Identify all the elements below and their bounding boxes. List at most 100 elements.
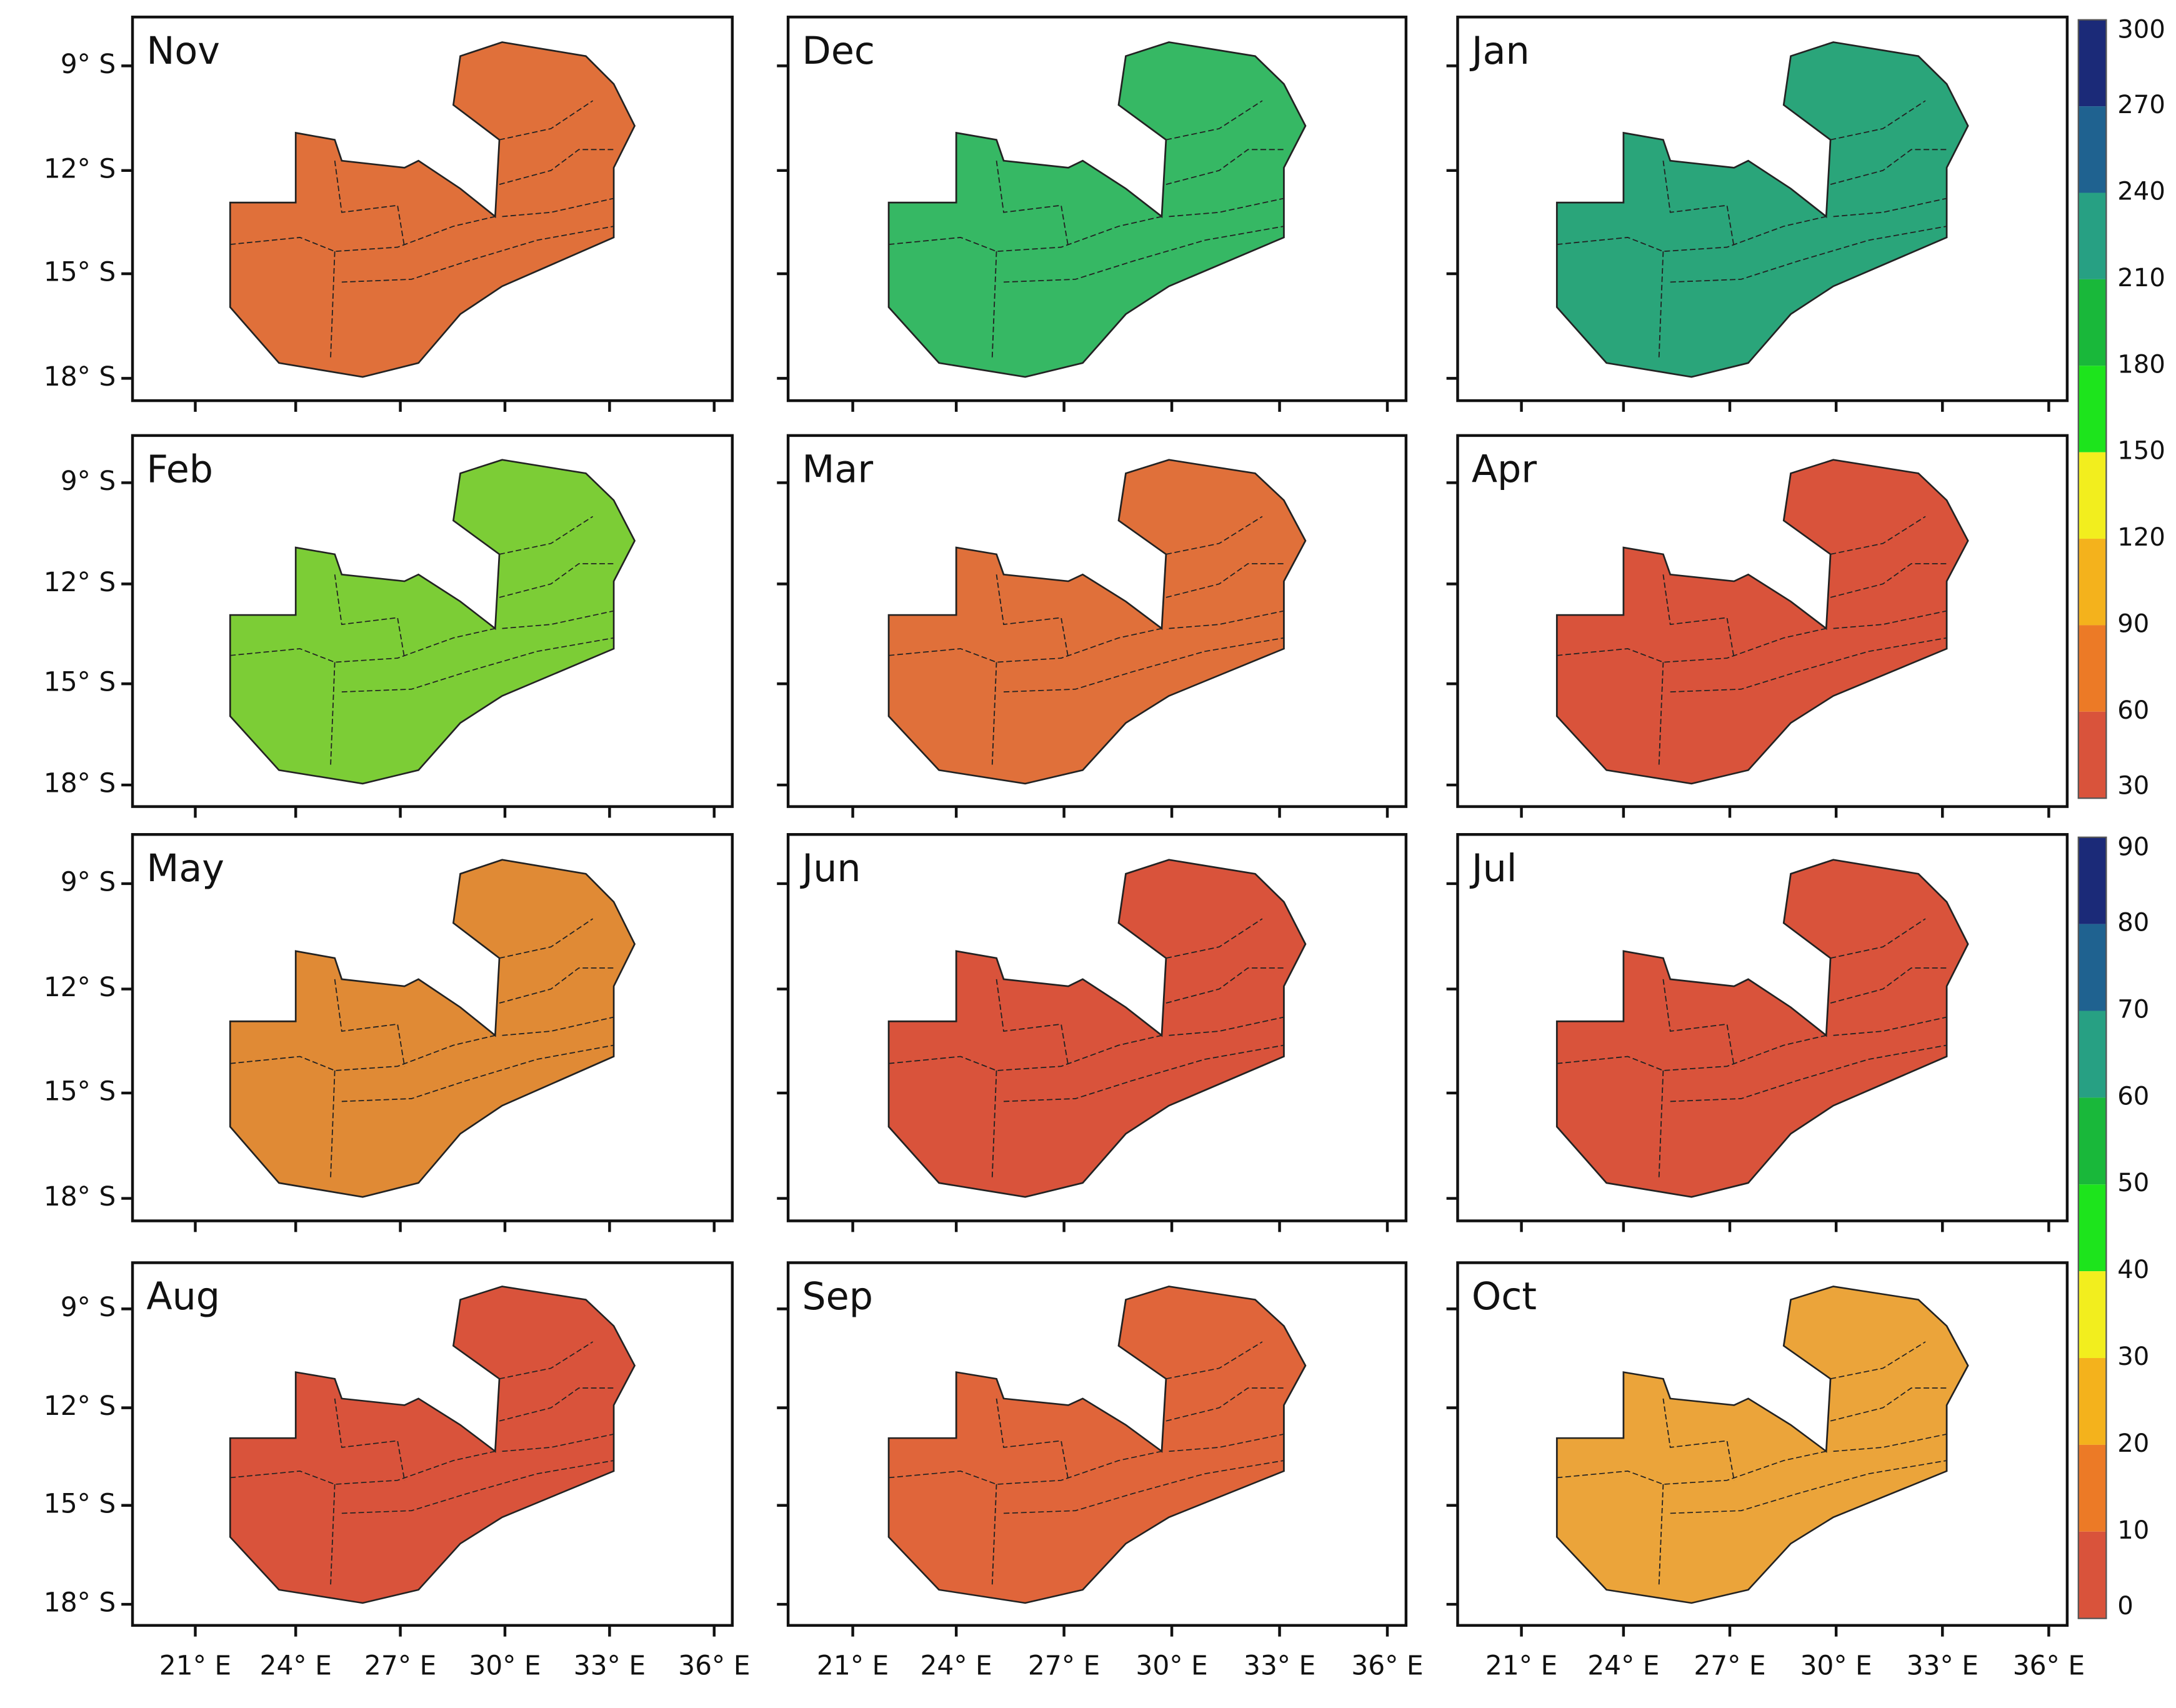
y-tick-label: 18° S	[44, 768, 116, 799]
colorbar-swatch	[2078, 1358, 2107, 1445]
colorbar-label: 50	[2117, 1169, 2149, 1197]
x-tick-label: 24° E	[259, 1650, 331, 1681]
country-shape	[887, 41, 1307, 378]
colorbar-label: 120	[2117, 523, 2165, 552]
panel-label: Sep	[802, 1275, 873, 1319]
y-tick-label: 9° S	[61, 466, 116, 496]
y-tick-label: 18° S	[44, 1587, 116, 1618]
zambia-map	[229, 1286, 636, 1604]
colorbar-label: 60	[2117, 696, 2149, 725]
zambia-map	[1555, 459, 1969, 785]
panel-label: May	[146, 847, 224, 891]
panel-label: Jul	[1469, 847, 1517, 891]
map-panel: Feb 9° S 12° S 15° S 18° S	[44, 434, 734, 818]
zambia-map	[887, 459, 1307, 785]
colorbar-label: 240	[2117, 177, 2165, 206]
x-tick-label: 36° E	[2013, 1650, 2085, 1681]
colorbar: 90 80 70 60 50 40 30 20 10 0	[2077, 833, 2149, 1621]
colorbar-label: 90	[2117, 609, 2149, 638]
map-panel: May 9° S 12° S 15° S 18° S	[44, 833, 734, 1232]
country-shape	[229, 41, 636, 378]
colorbar-label: 40	[2117, 1256, 2149, 1284]
colorbar-label: 150	[2117, 437, 2165, 466]
x-tick-label: 36° E	[1351, 1650, 1423, 1681]
country-shape	[887, 1286, 1307, 1604]
zambia-map	[887, 41, 1307, 378]
colorbar-swatch	[2078, 1097, 2107, 1185]
panel-frame	[1456, 434, 2069, 808]
country-shape	[1555, 1286, 1969, 1604]
colorbar-swatch	[2078, 279, 2107, 366]
panel-frame	[786, 833, 1408, 1222]
y-tick-label: 12° S	[44, 1391, 116, 1421]
panel-label: Mar	[802, 448, 873, 492]
country-shape	[887, 859, 1307, 1198]
panel-frame	[786, 1261, 1408, 1627]
x-tick-label: 24° E	[920, 1650, 992, 1681]
country-shape	[229, 459, 636, 785]
colorbar-label: 70	[2117, 995, 2149, 1024]
country-shape	[229, 859, 636, 1198]
y-tick-label: 12° S	[44, 153, 116, 184]
map-panel: Sep 21° E 24° E 27° E 30° E 33° E 36° E	[777, 1261, 1424, 1681]
colorbar-label: 180	[2117, 350, 2165, 379]
country-shape	[229, 1286, 636, 1604]
colorbar-label: 90	[2117, 833, 2149, 862]
panel-label: Nov	[146, 29, 220, 73]
colorbar-swatch	[2078, 625, 2107, 712]
colorbar-label: 270	[2117, 91, 2165, 119]
panel-label: Jan	[1469, 29, 1530, 73]
x-tick-label: 24° E	[1587, 1650, 1659, 1681]
y-tick-label: 15° S	[44, 1488, 116, 1519]
colorbar-swatch	[2078, 1531, 2107, 1619]
map-panel: Nov 9° S 12° S 15° S 18° S	[44, 16, 734, 412]
x-tick-label: 27° E	[1694, 1650, 1765, 1681]
zambia-map	[229, 459, 636, 785]
colorbar-label: 300	[2117, 16, 2165, 44]
colorbar-label: 20	[2117, 1429, 2149, 1458]
colorbar-swatch	[2078, 924, 2107, 1011]
colorbar-label: 30	[2117, 1342, 2149, 1371]
y-tick-label: 12° S	[44, 972, 116, 1002]
panel-frame	[786, 16, 1408, 402]
x-tick-label: 21° E	[817, 1650, 889, 1681]
panel-label: Feb	[146, 448, 213, 492]
y-tick-label: 9° S	[61, 49, 116, 79]
panel-frame	[131, 16, 734, 402]
country-shape	[1555, 459, 1969, 785]
zambia-map	[1555, 859, 1969, 1198]
y-tick-label: 18° S	[44, 1181, 116, 1212]
panel-label: Apr	[1472, 448, 1537, 492]
colorbar-label: 0	[2117, 1592, 2134, 1621]
panel-label: Dec	[802, 29, 875, 73]
x-tick-label: 21° E	[159, 1650, 231, 1681]
colorbar-frame	[2077, 836, 2107, 1619]
colorbar-swatch	[2078, 837, 2107, 924]
zambia-map	[1555, 1286, 1969, 1604]
panel-label: Jun	[799, 847, 861, 891]
panel-frame	[131, 1261, 734, 1627]
panel-frame	[1456, 16, 2069, 402]
x-tick-label: 33° E	[1244, 1650, 1315, 1681]
colorbar-label: 30	[2117, 771, 2149, 800]
colorbar-swatch	[2078, 366, 2107, 452]
y-tick-label: 15° S	[44, 667, 116, 697]
country-shape	[1555, 859, 1969, 1198]
map-panel: Mar	[777, 434, 1408, 818]
panel-label: Oct	[1472, 1275, 1537, 1319]
country-shape	[1555, 41, 1969, 378]
country-shape	[887, 459, 1307, 785]
colorbar-label: 210	[2117, 264, 2165, 292]
zambia-map	[887, 859, 1307, 1198]
zambia-map	[887, 1286, 1307, 1604]
map-panel: Jul	[1446, 833, 2069, 1232]
panel-label: Aug	[146, 1275, 220, 1319]
map-panel: Oct 21° E 24° E 27° E 30° E 33° E 36° E	[1446, 1261, 2085, 1681]
panel-frame	[131, 833, 734, 1222]
colorbar-swatch	[2078, 19, 2107, 107]
colorbar-label: 60	[2117, 1082, 2149, 1111]
panel-frame	[131, 434, 734, 808]
x-tick-label: 36° E	[678, 1650, 750, 1681]
x-tick-label: 21° E	[1485, 1650, 1557, 1681]
